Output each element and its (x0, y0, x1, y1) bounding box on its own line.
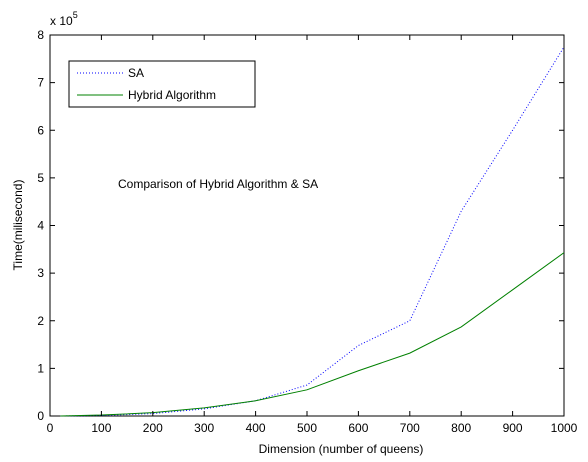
x-tick-label: 500 (297, 421, 317, 435)
x-tick-label: 1000 (551, 421, 578, 435)
chart-annotation: Comparison of Hybrid Algorithm & SA (118, 177, 318, 191)
x-axis-label: Dimension (number of queens) (259, 442, 424, 456)
y-axis-ticks: 0 1 2 3 4 5 6 7 8 (37, 28, 564, 423)
x-tick-label: 400 (246, 421, 266, 435)
y-tick-label: 8 (37, 28, 44, 42)
y-axis-label: Time(milisecond) (11, 180, 25, 271)
x-tick-label: 600 (348, 421, 368, 435)
legend-label-hybrid: Hybrid Algorithm (128, 88, 216, 102)
y-tick-label: 2 (37, 314, 44, 328)
series-line-sa (60, 46, 565, 417)
y-axis-multiplier-base: x 10 (50, 14, 73, 28)
x-tick-label: 800 (451, 421, 471, 435)
x-tick-label: 200 (143, 421, 163, 435)
y-axis-multiplier-exponent: 5 (73, 10, 78, 20)
y-tick-label: 1 (37, 361, 44, 375)
x-tick-label: 700 (400, 421, 420, 435)
x-tick-label: 100 (91, 421, 111, 435)
y-tick-label: 0 (37, 409, 44, 423)
x-tick-label: 0 (47, 421, 54, 435)
y-tick-label: 5 (37, 171, 44, 185)
series-line-hybrid-algorithm (60, 252, 565, 417)
y-axis-multiplier: x 105 (50, 10, 78, 28)
y-tick-label: 4 (37, 219, 44, 233)
legend-label-sa: SA (128, 66, 144, 80)
series-layer (60, 46, 565, 417)
y-tick-label: 3 (37, 266, 44, 280)
y-tick-label: 7 (37, 76, 44, 90)
legend: SA Hybrid Algorithm (68, 60, 256, 108)
x-axis-ticks: 0 100 200 300 400 500 600 700 800 900 1000 (47, 35, 578, 435)
x-tick-label: 300 (194, 421, 214, 435)
y-tick-label: 6 (37, 123, 44, 137)
legend-box (68, 60, 256, 108)
x-tick-label: 900 (503, 421, 523, 435)
